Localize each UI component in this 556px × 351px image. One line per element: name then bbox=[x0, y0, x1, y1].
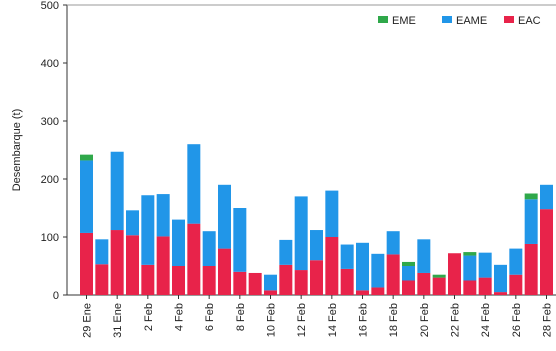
x-tick-label: 16 Feb bbox=[358, 303, 370, 337]
bar-eame bbox=[524, 199, 538, 244]
bar-eame bbox=[340, 244, 354, 269]
bar-eac bbox=[340, 268, 354, 295]
x-tick-label: 2 Feb bbox=[143, 303, 155, 331]
bar-eac bbox=[126, 235, 139, 295]
bar-eame bbox=[356, 242, 369, 291]
x-tick-label: 28 Feb bbox=[542, 303, 554, 337]
bar-eac bbox=[494, 292, 507, 295]
bar-eac bbox=[80, 232, 93, 295]
bar-eame bbox=[294, 196, 308, 271]
bar-eac bbox=[417, 272, 431, 295]
bar-eac bbox=[110, 230, 124, 295]
bar-eame bbox=[187, 144, 201, 224]
bar-eame bbox=[264, 274, 277, 291]
x-tick-label: 18 Feb bbox=[388, 303, 400, 337]
legend-swatch-eme bbox=[378, 16, 388, 23]
bar-eme bbox=[432, 274, 446, 278]
x-tick-label: 12 Feb bbox=[296, 303, 308, 337]
bar-eame bbox=[172, 219, 185, 266]
bar-eac bbox=[218, 248, 231, 295]
bar-eac bbox=[279, 264, 293, 295]
bar-eame bbox=[110, 151, 124, 231]
bar-eac bbox=[233, 271, 247, 295]
x-tick-label: 14 Feb bbox=[327, 303, 339, 337]
x-tick-label: 20 Feb bbox=[419, 303, 431, 337]
bar-eac bbox=[371, 287, 385, 295]
bar-eame bbox=[279, 239, 293, 265]
y-tick-label: 200 bbox=[41, 174, 59, 186]
bar-eame bbox=[218, 184, 231, 249]
bar-eame bbox=[95, 239, 109, 265]
x-tick-label: 26 Feb bbox=[511, 303, 523, 337]
bar-eame bbox=[202, 231, 216, 266]
bar-eac bbox=[448, 253, 461, 295]
bar-eame bbox=[494, 264, 507, 293]
legend-swatch-eame bbox=[442, 16, 452, 23]
y-tick-label: 400 bbox=[41, 58, 59, 70]
x-tick-label: 31 Ene bbox=[112, 303, 124, 338]
bar-eme bbox=[463, 252, 477, 256]
y-tick-label: 300 bbox=[41, 116, 59, 128]
bar-eac bbox=[540, 209, 553, 295]
bar-eac bbox=[187, 223, 201, 295]
y-tick-label: 500 bbox=[41, 0, 59, 12]
bar-eac bbox=[294, 270, 308, 295]
bar-eame bbox=[540, 184, 553, 210]
bar-eame bbox=[156, 194, 170, 237]
bar-eac bbox=[524, 243, 538, 295]
x-tick-label: 6 Feb bbox=[204, 303, 216, 331]
bar-eame bbox=[417, 239, 431, 273]
bar-eame bbox=[509, 248, 523, 275]
bar-eame bbox=[371, 253, 385, 288]
bar-eame bbox=[463, 255, 477, 281]
bar-eame bbox=[402, 266, 415, 281]
bar-eme bbox=[402, 261, 415, 266]
bar-eme bbox=[80, 154, 93, 161]
x-tick-label: 29 Ene bbox=[82, 303, 94, 338]
legend-label-eac: EAC bbox=[518, 15, 541, 27]
bar-eac bbox=[356, 290, 369, 295]
bar-eame bbox=[310, 230, 323, 261]
bar-eac bbox=[463, 280, 477, 295]
bar-eac bbox=[402, 280, 415, 295]
bar-eame bbox=[141, 195, 155, 265]
bar-eac bbox=[325, 237, 339, 295]
bar-eame bbox=[325, 190, 339, 237]
bar-eac bbox=[202, 266, 216, 295]
bar-eac bbox=[310, 260, 323, 295]
y-tick-label: 0 bbox=[53, 290, 59, 302]
bar-eame bbox=[80, 160, 93, 233]
bar-eame bbox=[386, 231, 400, 255]
bar-eame bbox=[126, 210, 139, 236]
bar-eac bbox=[141, 264, 155, 295]
bar-eac bbox=[248, 272, 262, 295]
y-axis-label: Desembarque (t) bbox=[11, 109, 23, 192]
bar-eac bbox=[509, 274, 523, 295]
x-tick-label: 24 Feb bbox=[480, 303, 492, 337]
legend-label-eame: EAME bbox=[456, 15, 487, 27]
bar-eac bbox=[264, 290, 277, 295]
y-tick-label: 100 bbox=[41, 232, 59, 244]
legend-label-eme: EME bbox=[392, 15, 416, 27]
bar-eac bbox=[156, 236, 170, 295]
bar-eac bbox=[386, 254, 400, 295]
bar-eac bbox=[432, 277, 446, 295]
x-tick-label: 22 Feb bbox=[450, 303, 462, 337]
bar-eame bbox=[233, 208, 247, 272]
bar-eme bbox=[524, 193, 538, 200]
bar-eame bbox=[478, 252, 492, 278]
x-tick-label: 4 Feb bbox=[174, 303, 186, 331]
bar-eac bbox=[172, 266, 185, 295]
legend-swatch-eac bbox=[504, 16, 514, 23]
bar-eac bbox=[478, 277, 492, 295]
x-tick-label: 10 Feb bbox=[266, 303, 278, 337]
x-tick-label: 8 Feb bbox=[235, 303, 247, 331]
bar-eac bbox=[95, 264, 109, 295]
